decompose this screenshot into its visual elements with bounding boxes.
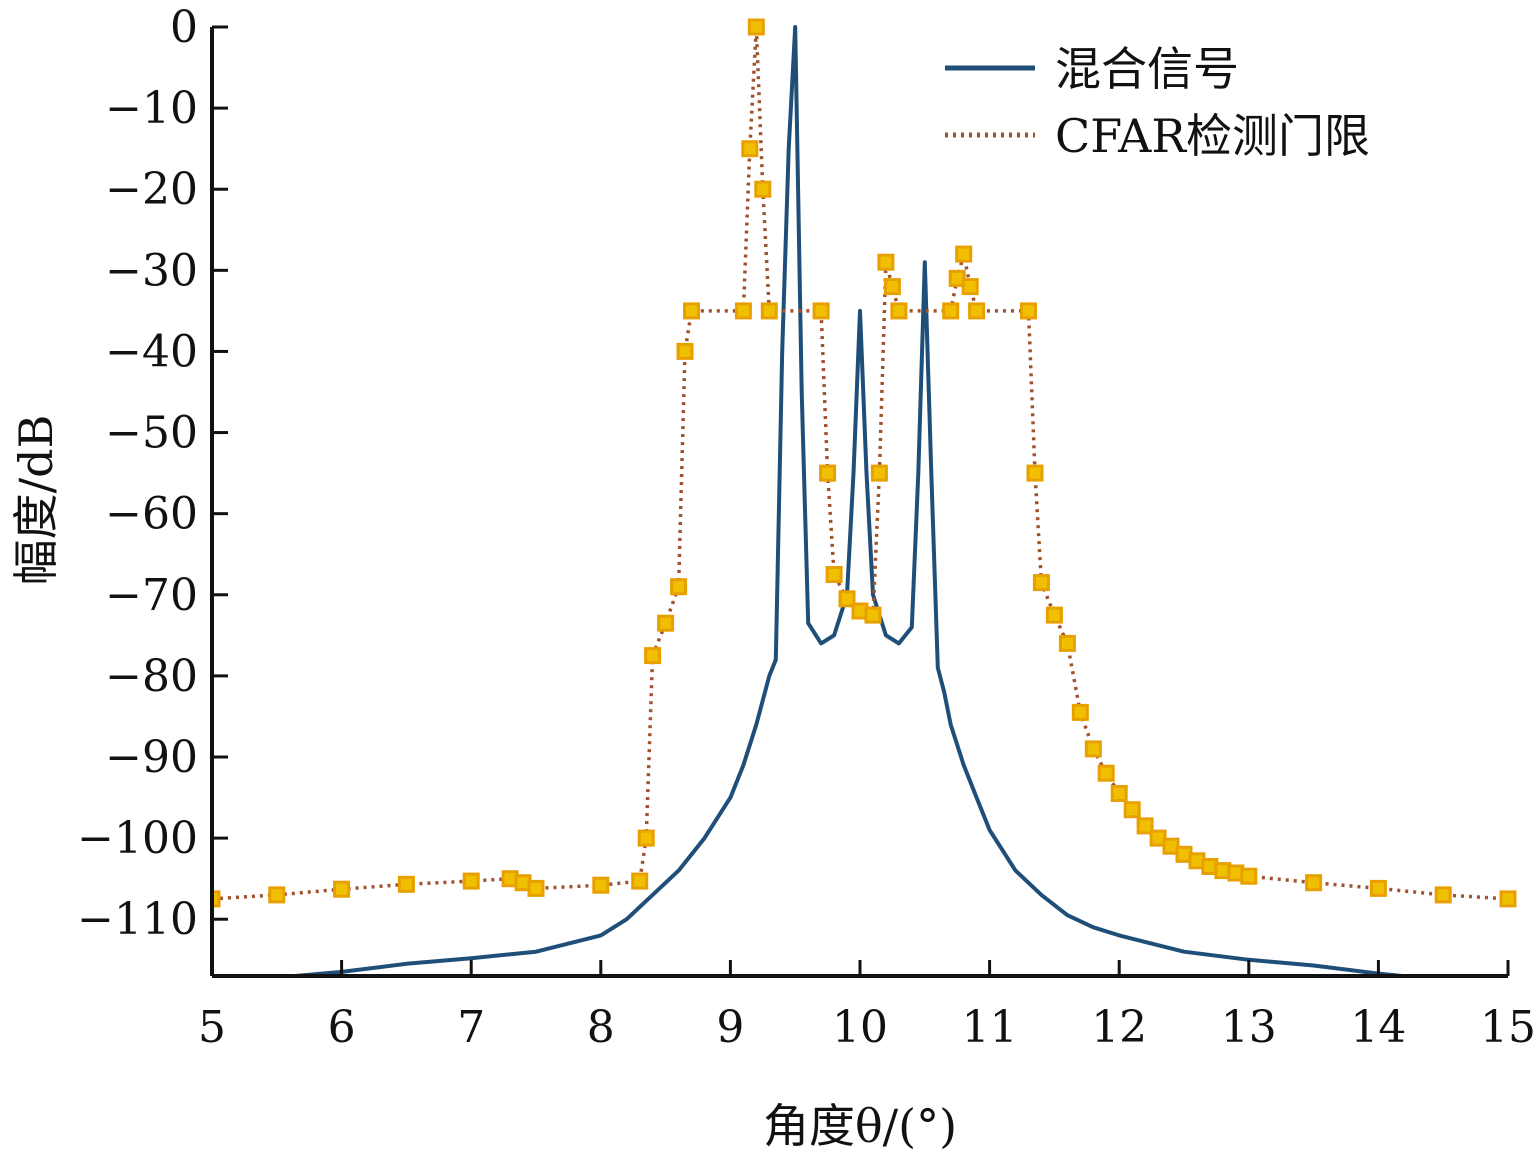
cfar-marker — [968, 302, 986, 320]
cfar-marker — [670, 578, 688, 596]
x-tick-label: 15 — [1480, 1002, 1536, 1053]
x-axis-label: 角度θ/(°) — [763, 1099, 957, 1153]
cfar-marker — [268, 886, 286, 904]
cfar-marker — [1136, 817, 1154, 835]
cfar-marker — [527, 879, 545, 897]
cfar-marker — [212, 890, 221, 908]
y-tick-label: −60 — [105, 489, 198, 540]
legend-cfar-label: CFAR检测门限 — [1055, 109, 1370, 163]
cfar-marker — [1305, 874, 1323, 892]
cfar-marker — [676, 342, 694, 360]
y-tick-label: −100 — [77, 813, 198, 864]
cfar-marker — [1123, 801, 1141, 819]
cfar-marker — [1084, 740, 1102, 758]
cfar-marker — [683, 302, 700, 320]
x-tick-label: 11 — [962, 1002, 1018, 1053]
cfar-marker — [1369, 879, 1387, 897]
cfar-marker — [333, 880, 351, 898]
x-tick-label: 5 — [198, 1002, 226, 1053]
x-tick-label: 9 — [716, 1002, 744, 1053]
cfar-marker — [819, 464, 837, 482]
y-tick-label: −70 — [105, 570, 198, 621]
cfar-marker — [397, 875, 415, 893]
cfar-marker — [883, 278, 901, 296]
x-tick-label: 8 — [587, 1002, 615, 1053]
cfar-marker — [754, 180, 772, 198]
cfar-marker — [1434, 886, 1452, 904]
cfar-marker — [1097, 764, 1115, 782]
cfar-marker — [870, 464, 888, 482]
y-tick-label: −30 — [105, 245, 198, 296]
cfar-marker — [631, 872, 649, 890]
cfar-marker — [592, 876, 610, 894]
cfar-marker — [462, 872, 480, 890]
cfar-marker — [760, 302, 778, 320]
cfar-marker — [1026, 464, 1044, 482]
legend: 混合信号 CFAR检测门限 — [945, 42, 1370, 163]
y-tick-label: −80 — [105, 651, 198, 702]
axes — [210, 25, 1510, 978]
y-tick-label: −90 — [105, 732, 198, 783]
cfar-marker — [1058, 634, 1076, 652]
cfar-marker — [877, 253, 895, 271]
cfar-marker — [734, 302, 752, 320]
cfar-marker — [747, 18, 765, 36]
legend-mixed-label: 混合信号 — [1055, 42, 1239, 96]
series-mixed-signal-line — [294, 25, 1403, 974]
y-tick-label: −50 — [105, 408, 198, 459]
cfar-marker — [1110, 785, 1128, 802]
y-axis-label: 幅度/dB — [9, 415, 63, 586]
x-tick-label: 7 — [457, 1002, 485, 1053]
cfar-marker — [838, 590, 856, 608]
cfar-marker — [1071, 703, 1089, 721]
cfar-marker — [961, 278, 979, 296]
plot-area — [212, 18, 1517, 974]
cfar-marker — [1045, 606, 1063, 624]
cfar-marker — [637, 829, 655, 847]
y-tick-label: −40 — [105, 326, 198, 377]
cfar-marker — [1499, 890, 1517, 908]
cfar-marker — [1020, 302, 1037, 320]
cfar-marker — [812, 302, 830, 320]
y-tick-label: −20 — [105, 164, 198, 215]
x-tick-label: 14 — [1350, 1002, 1406, 1053]
cfar-marker — [942, 302, 960, 320]
x-tick-label: 12 — [1091, 1002, 1147, 1053]
x-tick-label: 10 — [832, 1002, 888, 1053]
cfar-marker — [657, 614, 675, 632]
cfar-marker — [1032, 574, 1050, 592]
cfar-marker — [825, 566, 843, 583]
y-tick-label: −110 — [77, 894, 198, 945]
cfar-marker — [1240, 867, 1258, 885]
x-tick-label: 13 — [1221, 1002, 1277, 1053]
x-tick-label: 6 — [328, 1002, 356, 1053]
tick-labels: 5 6 7 8 9 10 11 12 13 14 15 0 −10 −20 −30 −40 −50 −60 −70 −… — [77, 2, 1536, 1053]
cfar-marker — [864, 606, 882, 624]
cfar-marker — [955, 245, 973, 263]
cfar-marker — [890, 302, 908, 320]
y-tick-label: 0 — [170, 2, 198, 53]
y-tick-label: −10 — [105, 83, 198, 134]
cfar-marker — [741, 140, 759, 158]
cfar-marker — [644, 647, 662, 665]
